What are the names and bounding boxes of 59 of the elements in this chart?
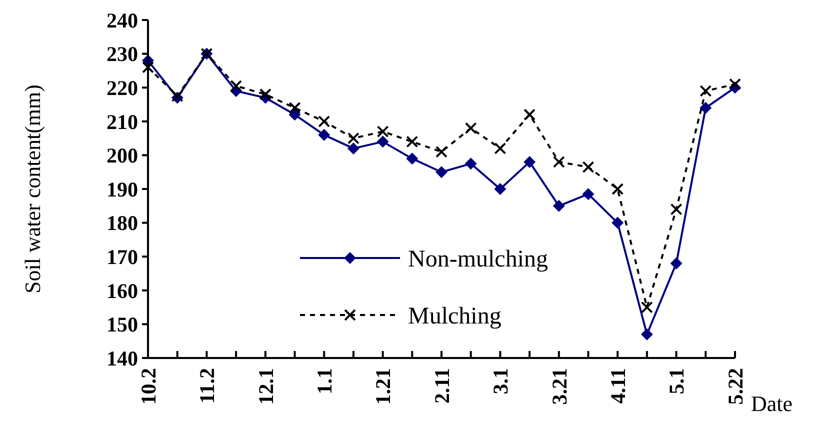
y-tick-label: 230 bbox=[106, 42, 138, 66]
point bbox=[436, 166, 448, 178]
y-tick-label: 140 bbox=[106, 346, 138, 370]
point bbox=[494, 183, 506, 195]
legend-label: Non-mulching bbox=[408, 246, 548, 272]
point bbox=[406, 136, 418, 148]
point bbox=[524, 108, 536, 121]
x-tick-label: 4.11 bbox=[606, 368, 630, 404]
point bbox=[259, 88, 272, 100]
x-tick-label: 1.21 bbox=[371, 368, 396, 405]
x-tick-label: 3.1 bbox=[488, 368, 513, 394]
point bbox=[640, 301, 653, 314]
x-tick-label: 5.1 bbox=[664, 368, 689, 394]
point bbox=[700, 84, 712, 97]
point bbox=[406, 152, 418, 165]
point bbox=[700, 102, 712, 114]
point bbox=[318, 128, 330, 141]
y-tick-label: 160 bbox=[106, 278, 138, 303]
point bbox=[640, 328, 653, 340]
point bbox=[347, 142, 360, 154]
point bbox=[464, 122, 477, 134]
point bbox=[552, 200, 565, 212]
x-tick-label: 11.2 bbox=[195, 368, 220, 404]
point bbox=[288, 102, 301, 114]
y-tick-label: 240 bbox=[106, 8, 138, 32]
y-tick-label: 180 bbox=[106, 211, 138, 236]
point bbox=[612, 216, 624, 229]
x-tick-label: 3.21 bbox=[547, 368, 572, 405]
x-axis-title: Date bbox=[751, 391, 793, 416]
point bbox=[670, 257, 682, 270]
y-tick-label: 210 bbox=[106, 110, 138, 134]
point bbox=[318, 115, 330, 128]
point bbox=[436, 146, 448, 158]
x-tick-label: 10.2 bbox=[136, 368, 160, 405]
point bbox=[582, 161, 594, 174]
point bbox=[582, 188, 594, 200]
point bbox=[552, 156, 565, 168]
x-tick-label: 5.22 bbox=[723, 368, 748, 405]
point bbox=[347, 132, 360, 144]
y-axis-title: Soil water content(mm) bbox=[20, 84, 45, 294]
point bbox=[729, 78, 741, 90]
point bbox=[142, 61, 154, 74]
x-tick-label: 12.1 bbox=[254, 368, 278, 405]
x-tick-label: 1.1 bbox=[312, 368, 336, 394]
point bbox=[464, 158, 477, 170]
point bbox=[230, 80, 242, 92]
x-tick-label: 2.11 bbox=[430, 368, 454, 404]
point bbox=[494, 142, 506, 154]
y-tick-label: 190 bbox=[106, 177, 138, 202]
point bbox=[612, 183, 624, 195]
y-tick-label: 200 bbox=[106, 144, 138, 168]
y-tick-label: 150 bbox=[106, 312, 138, 337]
point bbox=[524, 156, 536, 168]
y-tick-label: 170 bbox=[106, 244, 138, 269]
point bbox=[376, 136, 389, 148]
y-tick-label: 220 bbox=[106, 76, 138, 100]
legend-label: Mulching bbox=[408, 303, 502, 330]
point bbox=[670, 203, 682, 216]
point bbox=[376, 126, 389, 138]
